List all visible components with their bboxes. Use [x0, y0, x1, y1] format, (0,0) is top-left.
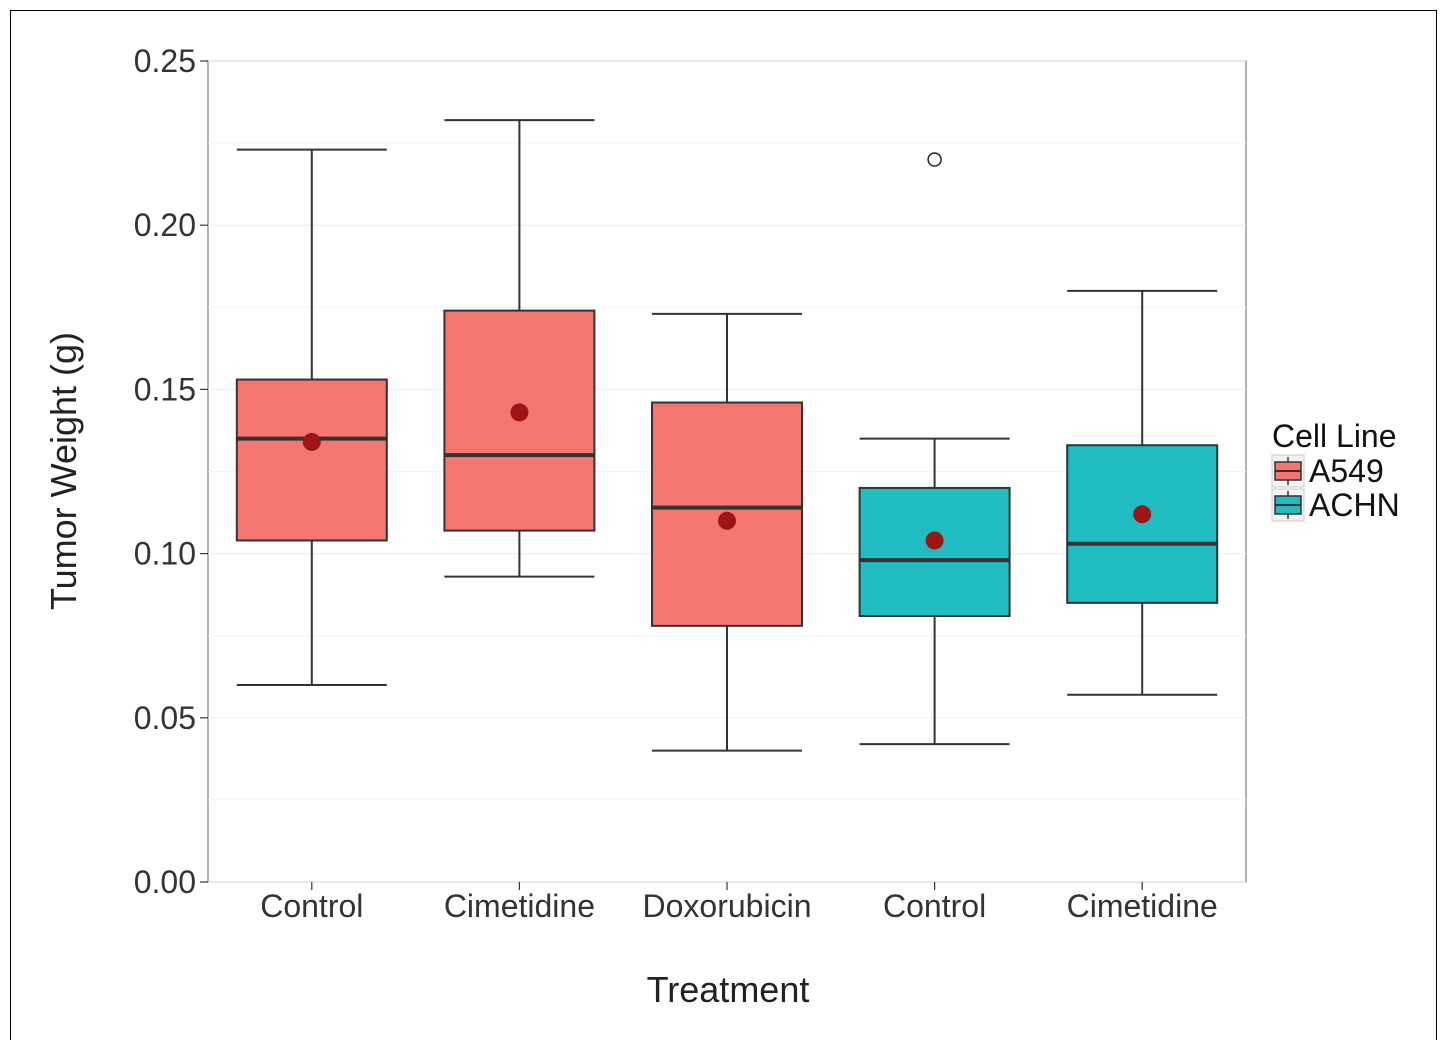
x-axis-title: Treatment — [647, 969, 810, 1010]
box-a549-cimetidine — [443, 119, 596, 578]
y-tick-label: 0.10 — [134, 536, 196, 572]
box-series — [235, 119, 1219, 752]
legend-label-achn: ACHN — [1309, 487, 1400, 523]
box-a549-control — [235, 148, 388, 686]
y-tick-label: 0.15 — [134, 371, 196, 407]
y-axis: 0.00 0.05 0.10 0.15 0.20 0.25 — [134, 43, 208, 900]
box-a549-doxorubicin — [651, 312, 803, 752]
x-axis: Control Cimetidine Doxorubicin Control Cimet… — [260, 882, 1218, 924]
box-achn-control — [858, 152, 1011, 746]
legend-item-a549: A549 — [1271, 453, 1384, 489]
x-tick-label: Control — [883, 888, 986, 924]
mean-point — [510, 403, 529, 422]
iqr-box — [1066, 444, 1219, 604]
figure-frame — [10, 10, 1437, 1040]
x-tick-label: Doxorubicin — [643, 888, 812, 924]
legend-title: Cell Line — [1272, 418, 1397, 454]
legend-item-achn: ACHN — [1271, 487, 1400, 523]
y-axis-title: Tumor Weight (g) — [43, 332, 84, 610]
mean-point — [1133, 505, 1152, 524]
box-achn-cimetidine — [1066, 289, 1219, 696]
y-tick-label: 0.00 — [134, 864, 196, 900]
x-tick-label: Cimetidine — [1067, 888, 1218, 924]
mean-point — [925, 531, 944, 550]
y-tick-label: 0.20 — [134, 207, 196, 243]
mean-point — [718, 511, 736, 530]
iqr-box — [858, 486, 1011, 617]
legend-label-a549: A549 — [1309, 453, 1384, 489]
x-tick-label: Control — [260, 888, 363, 924]
outlier-point — [927, 152, 942, 167]
legend: Cell Line A549 ACHN — [1271, 418, 1400, 523]
mean-point — [302, 432, 321, 451]
y-tick-label: 0.25 — [134, 43, 196, 79]
x-tick-label: Cimetidine — [444, 888, 595, 924]
y-tick-label: 0.05 — [134, 700, 196, 736]
iqr-box — [235, 378, 388, 542]
